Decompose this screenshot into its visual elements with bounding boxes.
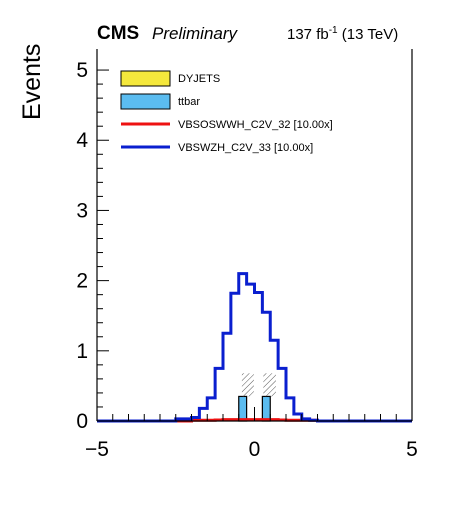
bar-ttbar (238, 395, 248, 422)
y-tick-label: 5 (76, 59, 88, 82)
series-line-vbswzh_c2v_33 (97, 272, 412, 423)
uncertainty-hatch (241, 373, 254, 397)
legend-swatch-ttbar (120, 93, 171, 110)
luminosity-exponent: -1 (329, 25, 338, 36)
legend-label: DYJETS (178, 73, 220, 85)
experiment-label: CMS (97, 23, 139, 44)
x-tick-label: 0 (249, 438, 261, 461)
y-tick-label: 1 (76, 340, 88, 363)
y-tick-label: 3 (76, 199, 88, 222)
x-tick-label: −5 (85, 438, 109, 461)
y-tick-label: 4 (76, 129, 88, 152)
axes: 0 1 2 3 4 5 −5 0 5 (76, 49, 418, 461)
legend-label: ttbar (178, 96, 200, 108)
legend-label: VBSOSWWH_C2V_32 [10.00x] (178, 119, 333, 131)
legend: DYJETS ttbar VBSOSWWH_C2V_32 [10.00x] VBSWZ… (120, 70, 333, 154)
energy-label: (13 TeV) (338, 26, 399, 43)
legend-swatch-dyjets (120, 70, 171, 87)
luminosity-value: 137 fb (287, 26, 329, 43)
legend-label: VBSWZH_C2V_33 [10.00x] (178, 142, 313, 154)
uncertainty-band (241, 373, 276, 397)
bar-ttbar (261, 395, 271, 422)
y-tick-label: 0 (76, 410, 88, 433)
uncertainty-hatch (263, 373, 276, 397)
y-tick-label: 2 (76, 270, 88, 293)
luminosity-label: 137 fb-1 (13 TeV) (287, 25, 398, 43)
x-tick-label: 5 (406, 438, 418, 461)
signal-overlays (97, 272, 412, 423)
status-label: Preliminary (152, 24, 239, 43)
y-axis-title: Events (18, 44, 46, 120)
